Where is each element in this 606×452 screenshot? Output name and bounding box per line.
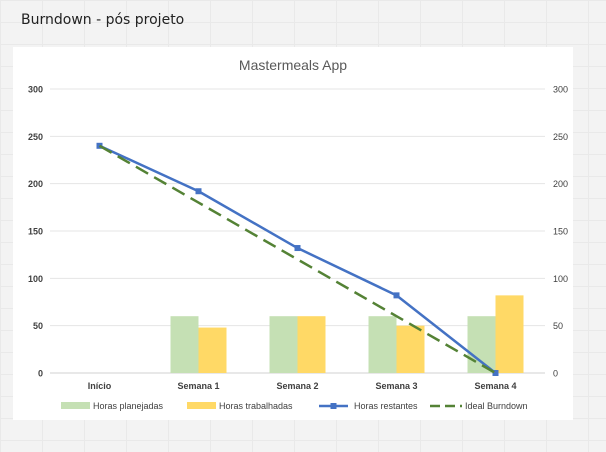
bar-horas-planejadas bbox=[467, 316, 496, 373]
x-axis-category-label: Semana 3 bbox=[375, 381, 417, 391]
bar-horas-trabalhadas bbox=[396, 325, 425, 373]
bar-horas-planejadas bbox=[170, 316, 199, 373]
secondary-y-axis-tick-label: 250 bbox=[553, 132, 568, 142]
point-horas-restantes bbox=[195, 188, 202, 195]
point-horas-restantes bbox=[492, 370, 499, 376]
secondary-y-axis-tick-label: 150 bbox=[553, 227, 568, 237]
bar-horas-planejadas bbox=[368, 316, 397, 373]
point-horas-restantes bbox=[294, 245, 301, 252]
x-axis-category-label: Início bbox=[88, 381, 112, 391]
y-axis-tick-label: 300 bbox=[28, 85, 43, 95]
bar-horas-trabalhadas bbox=[297, 316, 326, 373]
page-title: Burndown - pós projeto bbox=[21, 12, 185, 28]
legend-label: Ideal Burndown bbox=[465, 401, 528, 411]
legend-item-horas-planejadas[interactable]: Horas planejadas bbox=[61, 401, 164, 411]
legend-item-horas-trabalhadas[interactable]: Horas trabalhadas bbox=[187, 401, 293, 411]
y-axis-tick-label: 100 bbox=[28, 274, 43, 284]
secondary-y-axis-tick-label: 200 bbox=[553, 179, 568, 189]
y-axis-tick-label: 250 bbox=[28, 132, 43, 142]
x-axis-category-label: Semana 2 bbox=[276, 381, 318, 391]
y-axis-tick-label: 0 bbox=[38, 369, 43, 379]
legend-swatch bbox=[61, 402, 90, 409]
legend-label: Horas restantes bbox=[354, 401, 418, 411]
chart-card[interactable]: Mastermeals App 0 0 50 50 100 100 150 150 200 200… bbox=[13, 47, 573, 420]
x-axis-category-label: Semana 1 bbox=[177, 381, 219, 391]
legend-marker bbox=[330, 403, 337, 409]
y-axis-tick-label: 50 bbox=[33, 321, 43, 331]
legend-swatch bbox=[187, 402, 216, 409]
point-horas-restantes bbox=[393, 292, 400, 299]
secondary-y-axis-tick-label: 100 bbox=[553, 274, 568, 284]
legend-item-ideal-burndown[interactable]: Ideal Burndown bbox=[430, 401, 528, 411]
legend-label: Horas planejadas bbox=[93, 401, 164, 411]
legend-label: Horas trabalhadas bbox=[219, 401, 293, 411]
secondary-y-axis-tick-label: 300 bbox=[553, 85, 568, 95]
bar-horas-trabalhadas bbox=[495, 295, 524, 373]
chart-title: Mastermeals App bbox=[239, 57, 347, 73]
y-axis-tick-label: 150 bbox=[28, 227, 43, 237]
secondary-y-axis-tick-label: 0 bbox=[553, 369, 558, 379]
secondary-y-axis-tick-label: 50 bbox=[553, 321, 563, 331]
x-axis-category-label: Semana 4 bbox=[474, 381, 516, 391]
legend-item-horas-restantes[interactable]: Horas restantes bbox=[319, 401, 418, 411]
burndown-chart: Mastermeals App 0 0 50 50 100 100 150 150 200 200… bbox=[28, 57, 568, 411]
bar-horas-planejadas bbox=[269, 316, 298, 373]
y-axis-tick-label: 200 bbox=[28, 179, 43, 189]
bar-horas-trabalhadas bbox=[198, 327, 227, 373]
line-ideal-burndown bbox=[98, 144, 497, 375]
